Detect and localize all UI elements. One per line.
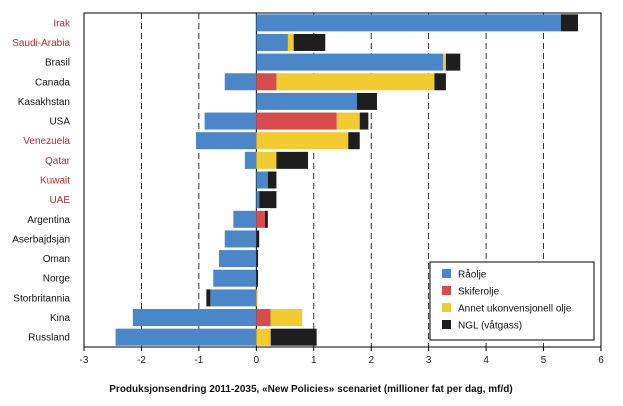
bar-segment [224, 73, 257, 91]
tick-label: 0 [254, 355, 260, 366]
bar-segment [206, 289, 211, 307]
bar-segment [287, 33, 294, 51]
bar-segment [434, 73, 446, 91]
bars [115, 14, 579, 346]
category-label: Aserbajdsjan [12, 234, 70, 245]
tick-label: -3 [80, 355, 89, 366]
bar-segment [256, 112, 337, 130]
bar-segment [560, 14, 579, 32]
bar-segment [256, 53, 444, 71]
bar-segment [443, 53, 446, 71]
bar-segment [244, 151, 257, 169]
legend-entry: Skiferolje [458, 287, 500, 298]
bar-segment [256, 151, 277, 169]
bar-segment [115, 328, 257, 346]
bar-segment [336, 112, 360, 130]
legend-entry: Råolje [458, 269, 487, 281]
category-label: Saudi-Arabia [12, 38, 70, 49]
category-label: Russland [28, 333, 70, 344]
category-label: Kina [50, 313, 70, 324]
category-label: UAE [49, 195, 70, 206]
category-label: Kasakhstan [18, 97, 70, 108]
category-label: Brasil [45, 58, 70, 69]
legend-box [429, 261, 595, 341]
legend-entry: NGL (våtgass) [458, 320, 522, 332]
category-label: USA [49, 117, 70, 128]
category-labels: Irak Saudi-Arabia Brasil Canada Kasakhstan US… [12, 18, 71, 343]
bar-segment [293, 33, 326, 51]
tick-label: 3 [426, 355, 432, 366]
plot-border [83, 12, 602, 348]
category-label: Norge [43, 274, 71, 285]
bar-segment [276, 151, 309, 169]
tick-label: -1 [194, 355, 203, 366]
bar-segment [256, 191, 260, 209]
bar-segment [264, 210, 268, 228]
tick-label: 4 [483, 355, 489, 366]
bar-segment [256, 92, 357, 110]
bar-segment [218, 250, 257, 268]
category-label: Storbritannia [13, 293, 70, 304]
bar-segment [256, 210, 265, 228]
category-label: Kuwait [40, 176, 70, 187]
tick-label: -2 [137, 355, 146, 366]
bar-segment [256, 250, 259, 268]
tick-label: 1 [311, 355, 317, 366]
bar-segment [270, 309, 303, 327]
legend-entry: Annet ukonvensjonell olje [458, 304, 572, 315]
bar-segment [259, 191, 277, 209]
bar-segment [233, 210, 257, 228]
bar-segment [256, 230, 260, 248]
bar-segment [210, 289, 257, 307]
bar-segment [356, 92, 377, 110]
bar-segment [256, 171, 268, 189]
x-axis-ticks: -3 -2 -1 0 1 2 3 4 5 6 [80, 347, 604, 366]
bar-segment [348, 132, 360, 150]
category-label: Oman [43, 254, 70, 265]
category-label: Qatar [45, 156, 71, 167]
bar-segment [256, 328, 271, 346]
bar-segment [445, 53, 461, 71]
legend-swatch [442, 269, 451, 278]
x-axis-label: Produksjonsendring 2011-2035, «New Polic… [109, 384, 512, 395]
bar-segment [256, 33, 288, 51]
tick-label: 6 [598, 355, 604, 366]
bar-segment [256, 73, 277, 91]
bar-segment [132, 309, 257, 327]
tick-label: 2 [368, 355, 374, 366]
category-label: Irak [53, 18, 71, 29]
bar-segment [256, 289, 258, 307]
bar-segment [204, 112, 257, 130]
bar-segment [276, 73, 435, 91]
bar-segment [256, 14, 561, 32]
bar-segment [213, 269, 257, 287]
category-label: Canada [35, 77, 70, 88]
bar-segment [256, 269, 259, 287]
bar-segment [256, 132, 349, 150]
bar-segment [196, 132, 257, 150]
bar-segment [256, 309, 271, 327]
plot-frame [83, 12, 602, 348]
legend: Råolje Skiferolje Annet ukonvensjonell olj… [429, 261, 595, 341]
legend-swatch [442, 320, 451, 329]
legend-swatch [442, 303, 451, 312]
tick-label: 5 [541, 355, 547, 366]
bar-segment [359, 112, 369, 130]
bar-segment [267, 171, 277, 189]
category-label: Venezuela [23, 136, 70, 147]
legend-swatch [442, 286, 451, 295]
bar-segment [270, 328, 317, 346]
bar-segment [224, 230, 257, 248]
category-label: Argentina [27, 215, 70, 226]
